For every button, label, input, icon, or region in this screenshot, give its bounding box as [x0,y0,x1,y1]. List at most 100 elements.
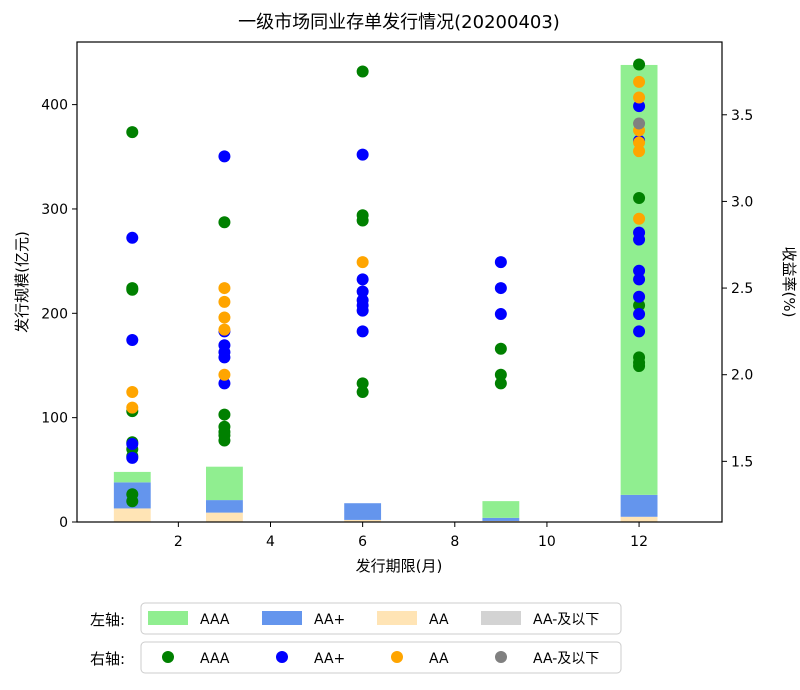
point-aaplus-2 [126,438,139,451]
point-aa-7 [356,256,369,269]
bar-aa-1m [113,508,151,522]
legend-right-box [140,641,622,674]
point-aaa-10 [218,408,231,421]
bar-aaplus-3m [206,500,243,513]
bar-aaplus-12m [620,494,658,517]
y-left-tick-label: 100 [41,411,68,427]
y-right-tick-label: 3.5 [731,108,753,124]
legend-items: AAA AA+ AA AA-及以下 AAA AA+ AA AA-及以下 [148,611,599,667]
point-aaa-19 [356,386,369,399]
point-aaplus-28 [633,325,646,338]
point-aa-2 [218,282,231,295]
legend-bar-label: AA [429,612,449,628]
legend-point-label: AA-及以下 [533,651,599,667]
point-aaplus-4 [218,150,231,163]
point-aa-13 [633,212,646,225]
bar-aaa-3m [206,466,243,501]
bar-aa-3m [206,512,243,522]
legend-right-label: 右轴: [90,650,125,668]
point-aa-9 [633,91,646,104]
x-tick-label: 2 [174,534,183,550]
point-aa-1 [126,401,139,414]
point-aaa-8 [126,495,139,508]
legend-bar-swatch [481,611,521,625]
point-aa-minus-0 [633,117,646,130]
legend-point-swatch [495,651,507,663]
point-aa-6 [218,368,231,381]
x-tick-label: 4 [266,534,275,550]
y-left-axis-label: 发行规模(亿元) [13,231,31,333]
legend-bar-label: AA+ [314,612,345,628]
x-axis: 2 4 6 8 10 12 [174,522,648,550]
point-aa-11 [633,136,646,149]
point-aa-4 [218,311,231,324]
point-aaa-15 [356,65,369,78]
point-aaplus-1 [126,334,139,347]
point-aaplus-11 [356,273,369,286]
point-aaplus-8 [218,351,231,364]
point-aaplus-16 [356,325,369,338]
point-aaplus-25 [633,273,646,286]
y-right-tick-label: 2.0 [731,368,753,384]
bar-aaplus-6m [344,503,382,520]
legend-point-label: AAA [200,651,230,667]
point-aaa-14 [218,434,231,447]
legend-bar-label: AAA [200,612,230,628]
y-left-tick-label: 0 [59,515,68,531]
chart-title: 一级市场同业存单发行情况(20200403) [238,12,560,33]
legend-point-swatch [276,651,288,663]
point-aaplus-10 [356,148,369,161]
point-aa-0 [126,386,139,399]
bar-aaa-9m [482,501,520,518]
x-tick-label: 10 [538,534,556,550]
bar-aaplus-9m [482,517,520,521]
point-aaa-2 [126,283,139,296]
point-aaa-21 [494,368,507,381]
point-aaa-0 [126,126,139,139]
bar-aa-6m [344,519,382,522]
legend-point-swatch [162,651,174,663]
point-aaa-24 [633,191,646,204]
point-aaplus-18 [494,282,507,295]
point-aaa-23 [633,58,646,71]
points-layer [126,58,646,508]
point-aaa-28 [633,360,646,373]
point-aaplus-24 [633,264,646,277]
legend-point-swatch [391,651,403,663]
point-aaplus-0 [126,231,139,244]
legend-point-label: AA+ [314,651,345,667]
y-right-axis: 1.5 2.0 2.5 3.0 3.5 [722,108,753,470]
y-right-tick-label: 2.5 [731,281,753,297]
y-right-tick-label: 3.0 [731,194,753,210]
y-left-axis: 0 100 200 300 400 [41,98,77,531]
point-aaplus-3 [126,451,139,464]
legend-bar-swatch [148,611,188,625]
y-left-tick-label: 200 [41,306,68,322]
legend-point-label: AA [429,651,449,667]
point-aaplus-17 [494,256,507,269]
y-right-axis-label: 收益率(%) [780,247,798,318]
point-aaplus-19 [494,308,507,321]
bar-aa-12m [620,516,658,522]
point-aaa-22 [494,377,507,390]
point-aa-5 [218,323,231,336]
plot-frame [76,41,723,523]
legend-bar-swatch [262,611,302,625]
point-aa-8 [633,75,646,88]
legend-bar-swatch [377,611,417,625]
point-aaplus-20 [633,100,646,113]
legend-bar-label: AA-及以下 [533,612,599,628]
point-aaa-18 [356,377,369,390]
legend-left-label: 左轴: [90,611,125,629]
x-tick-label: 12 [630,534,648,550]
point-aaplus-9 [218,377,231,390]
x-tick-label: 8 [450,534,459,550]
y-right-tick-label: 1.5 [731,454,753,470]
y-left-tick-label: 400 [41,98,68,114]
point-aaplus-12 [356,285,369,298]
point-aaplus-15 [356,304,369,317]
point-aaa-17 [356,214,369,227]
legend: 左轴: 右轴: AAA AA+ AA AA-及以下 AAA AA+ AA AA-及以下 [90,602,622,674]
